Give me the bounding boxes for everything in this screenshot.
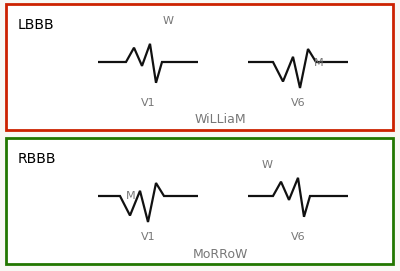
- Text: MoRRoW: MoRRoW: [192, 248, 248, 261]
- Text: V1: V1: [141, 232, 155, 242]
- Text: V6: V6: [291, 98, 305, 108]
- Text: M: M: [314, 58, 324, 68]
- Text: RBBB: RBBB: [18, 152, 56, 166]
- Bar: [6, 138, 393, 264]
- Text: W: W: [163, 16, 174, 26]
- Text: W: W: [262, 160, 273, 170]
- Text: V1: V1: [141, 98, 155, 108]
- Text: V6: V6: [291, 232, 305, 242]
- Text: WiLLiaM: WiLLiaM: [194, 113, 246, 126]
- Text: M: M: [126, 191, 136, 201]
- Text: LBBB: LBBB: [18, 18, 55, 32]
- Bar: [6, 4, 393, 130]
